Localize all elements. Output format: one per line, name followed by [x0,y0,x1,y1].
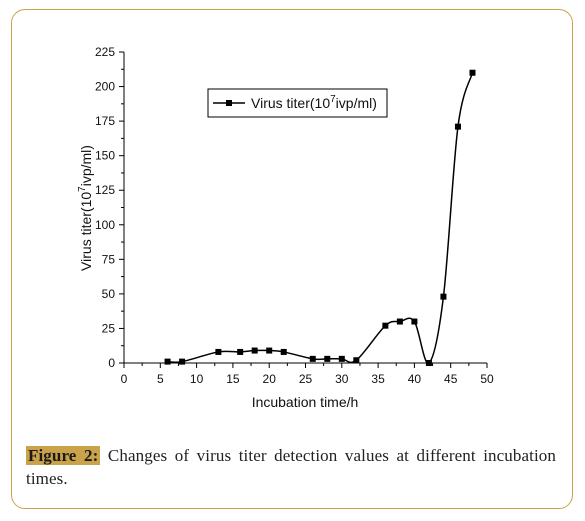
data-point-marker [266,347,273,354]
data-point-marker [164,358,171,365]
x-tick-label: 5 [157,372,164,386]
x-tick-label: 10 [190,372,204,386]
x-tick-label: 15 [226,372,240,386]
data-point-marker [338,355,345,362]
x-axis-label: Incubation time/h [252,394,359,410]
data-point-marker [324,355,331,362]
y-tick-label: 150 [95,149,115,163]
data-point-marker [179,358,186,365]
y-tick-label: 75 [102,252,116,266]
y-tick-label: 200 [95,80,115,94]
figure-label: Figure 2: [26,446,101,465]
x-tick-label: 20 [263,372,277,386]
figure-caption: Figure 2: Changes of virus titer detecti… [26,444,556,490]
data-point-marker [425,360,432,366]
data-point-marker [251,347,258,354]
data-point-marker [280,348,287,355]
data-point-marker [309,355,316,362]
chart-legend: Virus titer(107ivp/ml) [207,88,388,118]
data-point-marker [237,348,244,355]
y-tick-label: 125 [95,183,115,197]
data-point-marker [382,322,389,329]
data-point-marker [353,357,360,364]
y-tick-label: 50 [102,287,116,301]
line-chart: 0 5 10 15 20 25 30 35 40 45 50 0 25 50 75 100 125 150 175 2… [77,45,494,410]
data-point-marker [215,348,222,355]
data-point-marker [440,293,447,300]
legend-label: Virus titer(107ivp/ml) [251,94,377,111]
x-tick-label: 35 [371,372,385,386]
data-point-marker [411,318,418,325]
data-point-marker [469,69,476,76]
data-point-marker [396,318,403,325]
legend-marker [226,100,232,106]
y-axis-label: Virus titer(107ivp/ml) [77,145,94,271]
y-tick-label: 25 [102,321,116,335]
series-marker-layer [164,69,476,366]
x-tick-label: 30 [335,372,349,386]
data-point-marker [454,123,461,130]
y-tick-label: 100 [95,218,115,232]
y-tick-label: 175 [95,114,115,128]
y-tick-label: 225 [95,45,115,59]
x-tick-label: 45 [444,372,458,386]
x-tick-label: 40 [408,372,422,386]
x-tick-label: 50 [480,372,494,386]
figure-caption-text: Changes of virus titer detection values … [26,446,556,488]
x-tick-label: 0 [121,372,128,386]
y-tick-label: 0 [108,356,115,370]
x-tick-label: 25 [299,372,313,386]
